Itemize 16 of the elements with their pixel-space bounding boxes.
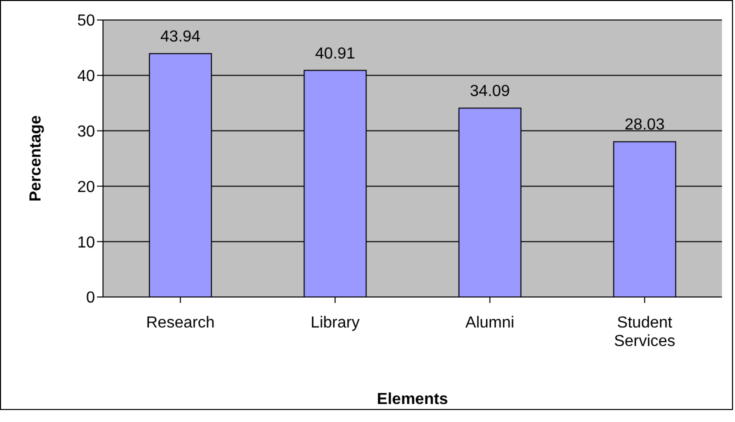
y-tick-label: 0 [86, 290, 96, 307]
y-tick-label: 20 [77, 178, 96, 196]
x-tick-label: Research [146, 314, 215, 332]
data-label: 40.91 [315, 45, 356, 62]
data-label: 43.94 [160, 28, 201, 46]
x-tick-label: Alumni [465, 314, 514, 332]
y-tick-label: 40 [77, 68, 96, 86]
y-tick-label: 30 [77, 123, 96, 140]
data-label: 28.03 [624, 116, 665, 134]
y-axis-title: Percentage [28, 115, 45, 202]
y-tick-label: 10 [77, 234, 96, 252]
x-tick-label: Student Services [614, 314, 676, 350]
data-label: 34.09 [470, 83, 510, 100]
y-tick-label: 50 [77, 12, 96, 30]
x-axis-title: Elements [376, 391, 448, 408]
x-tick-label: Library [310, 314, 360, 332]
